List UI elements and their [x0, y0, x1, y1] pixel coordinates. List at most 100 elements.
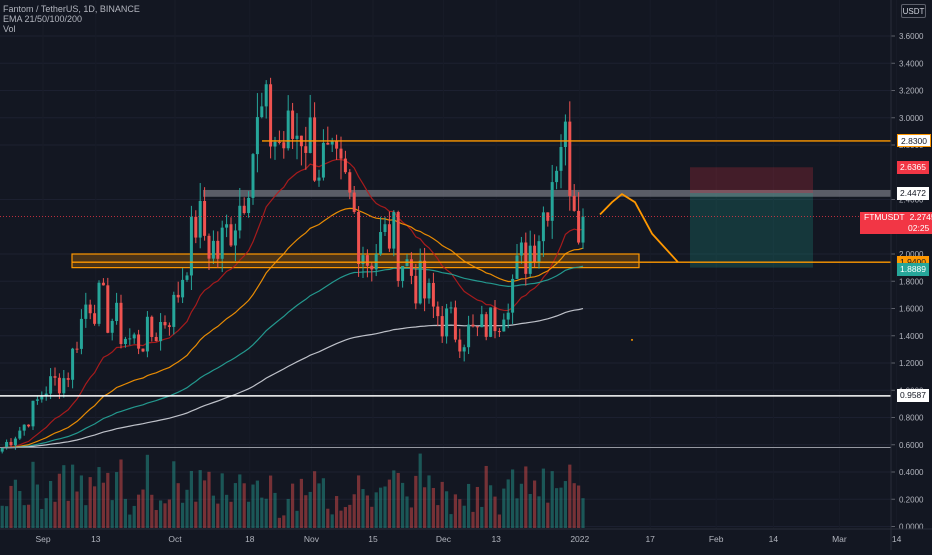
volume-bar — [71, 464, 75, 528]
time-label: Oct — [168, 534, 182, 544]
volume-bar — [238, 474, 242, 528]
candle — [370, 265, 374, 270]
candle — [497, 331, 501, 333]
candle — [449, 307, 453, 309]
volume-bar — [229, 501, 233, 528]
candle — [330, 140, 334, 145]
candle — [9, 441, 13, 446]
candle — [462, 347, 466, 352]
volume-bar — [282, 515, 286, 528]
volume-bar — [519, 483, 523, 528]
candle — [0, 447, 4, 452]
candle — [418, 260, 422, 304]
time-label: 14 — [892, 534, 902, 544]
candle — [216, 240, 220, 259]
candle — [255, 117, 259, 155]
candle — [577, 210, 581, 243]
volume-bar — [440, 481, 444, 528]
candle — [242, 205, 246, 214]
candle — [260, 106, 264, 118]
candle — [31, 400, 35, 427]
candle — [559, 146, 563, 171]
candle — [361, 255, 365, 265]
candle — [475, 326, 479, 328]
volume-bar — [546, 502, 550, 528]
volume-bar — [528, 493, 532, 528]
volume-bar — [97, 467, 101, 528]
volume-bar — [409, 507, 413, 528]
candle — [440, 316, 444, 337]
candle — [13, 438, 17, 446]
time-label: Sep — [35, 534, 50, 544]
indicator-legend[interactable]: EMA 21/50/100/200 — [3, 14, 83, 24]
volume-bar — [5, 506, 9, 528]
candle — [515, 255, 519, 279]
candle — [176, 294, 180, 298]
volume-bar — [497, 514, 501, 528]
candle — [392, 211, 396, 249]
volume-layer — [0, 453, 585, 528]
candle — [211, 240, 215, 259]
volume-legend[interactable]: Vol — [3, 24, 16, 34]
price-tick-label: 0.8000 — [899, 414, 924, 423]
currency-label[interactable]: USDT — [901, 4, 926, 18]
candle — [106, 285, 110, 333]
candle — [238, 205, 242, 231]
current-price-value: 2.2745 — [909, 211, 932, 222]
candle — [220, 227, 224, 259]
candle — [53, 376, 57, 378]
candle — [537, 241, 541, 263]
price-tick-label: 1.2000 — [899, 359, 924, 368]
candle — [304, 146, 308, 153]
volume-bar — [75, 491, 79, 528]
volume-bar — [379, 487, 383, 528]
candle — [128, 338, 132, 340]
candle — [62, 378, 66, 394]
volume-bar — [216, 503, 220, 528]
candle — [93, 313, 97, 324]
volume-bar — [462, 505, 466, 528]
volume-bar — [370, 506, 374, 528]
volume-bar — [203, 480, 207, 528]
candle — [273, 141, 277, 147]
candle — [308, 117, 312, 153]
candle — [524, 242, 528, 274]
volume-bar — [418, 453, 422, 528]
volume-bar — [361, 489, 365, 528]
candle — [286, 110, 290, 149]
volume-bar — [115, 472, 119, 528]
ema21-line — [2, 158, 584, 449]
candle — [519, 242, 523, 256]
volume-bar — [484, 465, 488, 528]
volume-bar — [414, 475, 418, 528]
volume-bar — [137, 494, 141, 528]
volume-bar — [176, 483, 180, 528]
volume-bar — [423, 487, 427, 528]
volume-bar — [471, 511, 475, 528]
candle — [5, 441, 9, 448]
volume-bar — [458, 499, 462, 528]
candle — [480, 314, 484, 328]
candle — [343, 158, 347, 173]
volume-bar — [387, 479, 391, 528]
candle — [357, 211, 361, 265]
chart-title: Fantom / TetherUS, 1D, BINANCE — [3, 4, 140, 14]
candle — [383, 224, 387, 233]
projection-dot — [631, 338, 633, 341]
volume-bar — [181, 502, 185, 528]
volume-bar — [383, 486, 387, 528]
price-tick-label: 0.0000 — [899, 523, 924, 532]
candle — [453, 307, 457, 340]
candle — [555, 170, 559, 183]
volume-bar — [401, 482, 405, 528]
candle — [467, 324, 471, 348]
volume-bar — [277, 517, 281, 528]
candle — [167, 325, 171, 327]
candle — [79, 318, 83, 349]
volume-bar — [524, 466, 528, 528]
price-tick-label: 1.4000 — [899, 332, 924, 341]
candle — [326, 142, 330, 145]
candle — [458, 339, 462, 352]
